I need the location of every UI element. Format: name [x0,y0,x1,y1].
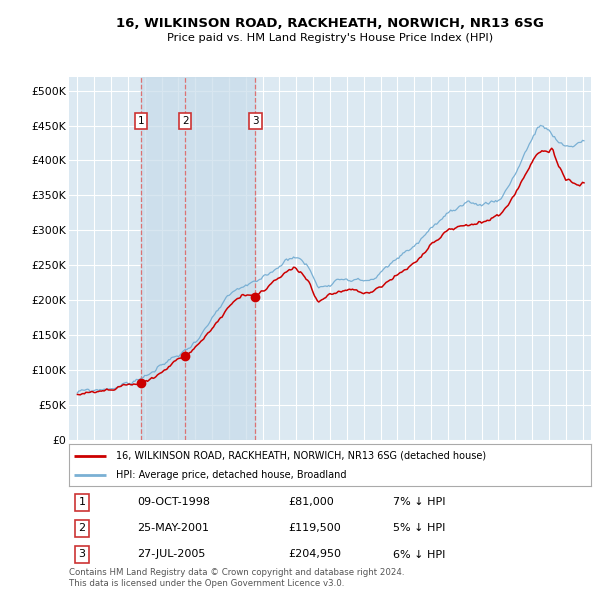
Text: £81,000: £81,000 [288,497,334,507]
Text: 09-OCT-1998: 09-OCT-1998 [137,497,210,507]
Text: 6% ↓ HPI: 6% ↓ HPI [392,549,445,559]
Text: 2: 2 [79,523,86,533]
Text: 7% ↓ HPI: 7% ↓ HPI [392,497,445,507]
Text: 3: 3 [79,549,86,559]
Text: Price paid vs. HM Land Registry's House Price Index (HPI): Price paid vs. HM Land Registry's House … [167,34,493,43]
Text: 5% ↓ HPI: 5% ↓ HPI [392,523,445,533]
Text: 1: 1 [137,116,144,126]
Text: 16, WILKINSON ROAD, RACKHEATH, NORWICH, NR13 6SG (detached house): 16, WILKINSON ROAD, RACKHEATH, NORWICH, … [116,451,486,461]
Text: HPI: Average price, detached house, Broadland: HPI: Average price, detached house, Broa… [116,470,346,480]
Bar [141,77,256,440]
Text: Contains HM Land Registry data © Crown copyright and database right 2024.
This d: Contains HM Land Registry data © Crown c… [69,568,404,588]
Text: 2: 2 [182,116,188,126]
Text: 16, WILKINSON ROAD, RACKHEATH, NORWICH, NR13 6SG: 16, WILKINSON ROAD, RACKHEATH, NORWICH, … [116,17,544,30]
Text: £204,950: £204,950 [288,549,341,559]
Text: £119,500: £119,500 [288,523,341,533]
Text: 1: 1 [79,497,86,507]
Text: 27-JUL-2005: 27-JUL-2005 [137,549,205,559]
Text: 25-MAY-2001: 25-MAY-2001 [137,523,209,533]
Text: 3: 3 [252,116,259,126]
